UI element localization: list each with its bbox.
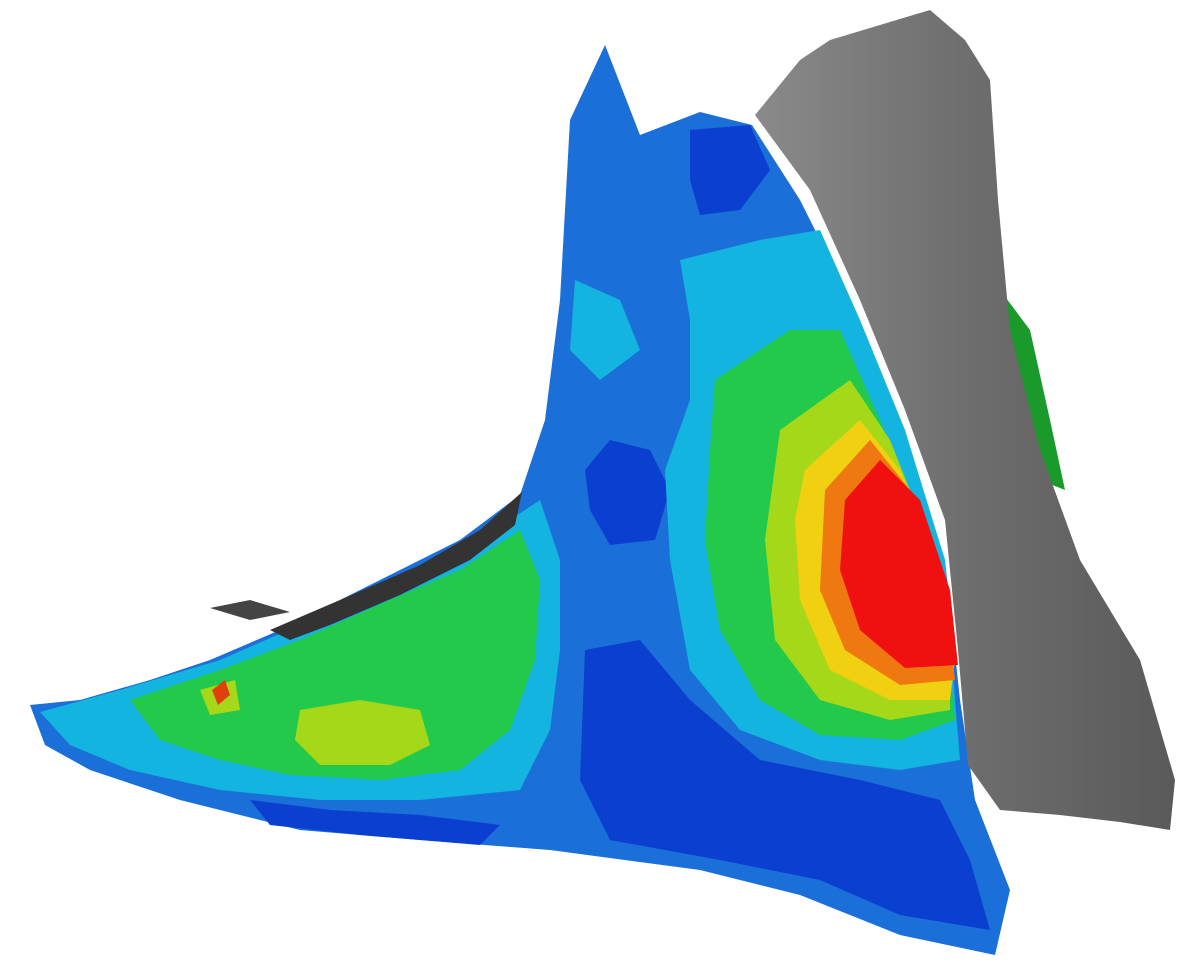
peak-zone	[840, 460, 958, 668]
high-zone	[295, 700, 430, 765]
mid-high-zone	[130, 530, 540, 780]
low-zone	[690, 125, 770, 215]
mid-zone	[570, 280, 640, 380]
low-zone	[250, 800, 500, 845]
low-zone	[585, 440, 670, 545]
edge-region	[1000, 290, 1065, 490]
shadow-strip	[210, 600, 290, 620]
shadow-strip	[270, 492, 522, 640]
peak-zone	[212, 680, 230, 705]
low-zone	[580, 640, 990, 930]
leg-surface	[755, 10, 1175, 830]
